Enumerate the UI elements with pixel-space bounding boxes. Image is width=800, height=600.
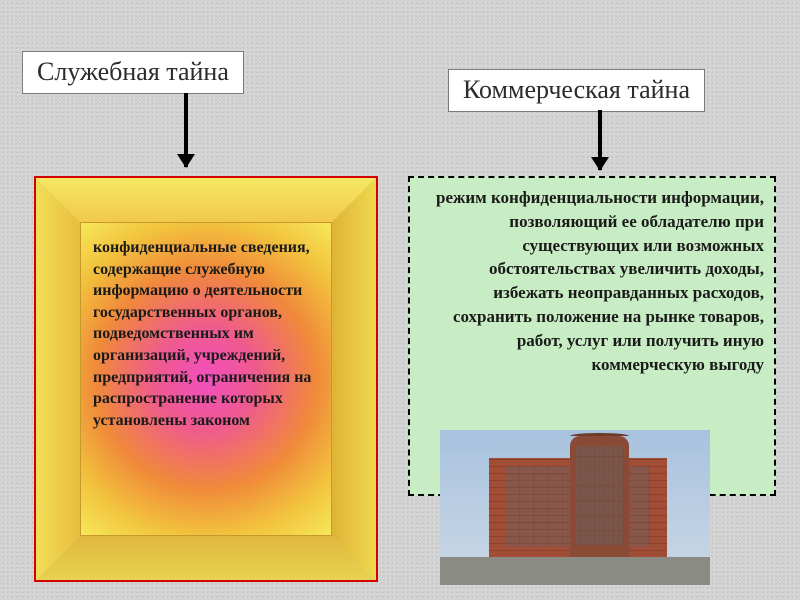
- left-arrow: [184, 93, 188, 167]
- bevel-face: конфиденциальные сведения, содержащие сл…: [80, 222, 332, 536]
- building-tower-windows: [576, 446, 624, 545]
- bevel-right: [332, 178, 376, 580]
- bevel-bottom: [36, 536, 376, 580]
- building-image: [440, 430, 710, 585]
- left-title-text: Служебная тайна: [37, 57, 229, 86]
- left-box-text: конфиденциальные сведения, содержащие сл…: [93, 237, 319, 431]
- left-bevel-box: конфиденциальные сведения, содержащие сл…: [34, 176, 378, 582]
- bevel-left: [36, 178, 80, 580]
- bevel-top: [36, 178, 376, 222]
- right-arrow: [598, 110, 602, 170]
- building-ground: [440, 557, 710, 585]
- right-title-box: Коммерческая тайна: [448, 69, 705, 112]
- building-tower: [570, 436, 629, 557]
- left-title-box: Служебная тайна: [22, 51, 244, 94]
- right-box-text: режим конфиденциальности информации, поз…: [420, 186, 764, 376]
- right-title-text: Коммерческая тайна: [463, 75, 690, 104]
- building-tower-cap: [570, 433, 629, 436]
